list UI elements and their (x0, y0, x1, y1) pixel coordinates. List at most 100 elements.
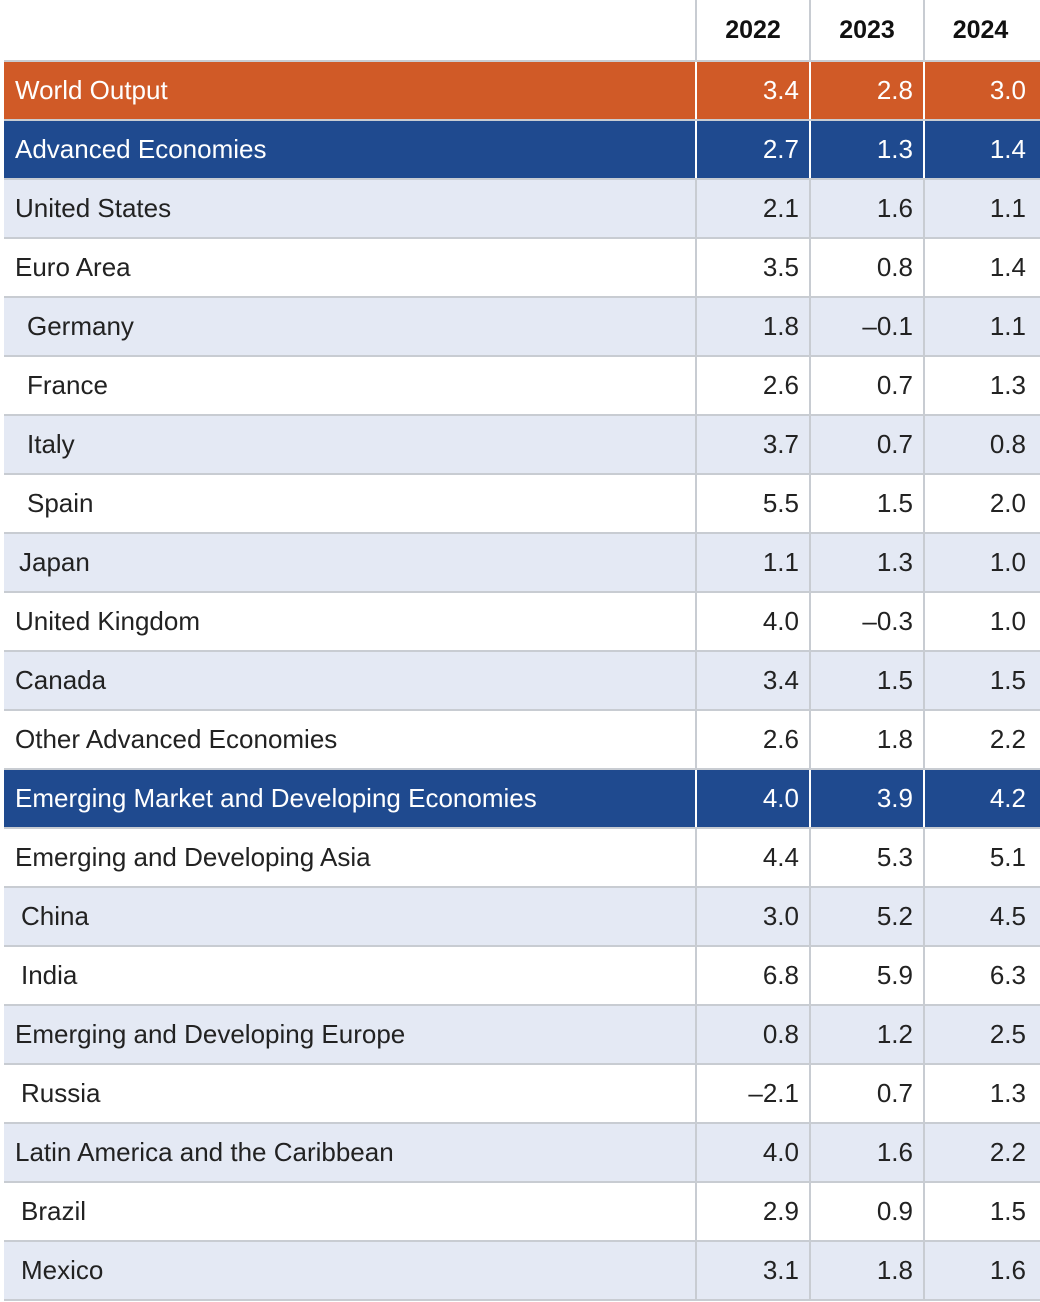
cell-2022: 2.1 (695, 180, 809, 237)
row-label: Emerging and Developing Asia (15, 842, 371, 872)
row-label: Latin America and the Caribbean (15, 1137, 394, 1167)
cell-2024: 1.1 (923, 180, 1036, 237)
table-row-emerging-europe: Emerging and Developing Europe 0.8 1.2 2… (4, 1006, 1040, 1065)
column-header-2023: 2023 (809, 0, 923, 60)
cell-2023: 0.7 (809, 416, 923, 473)
cell-2023: 1.8 (809, 1242, 923, 1299)
cell-2022: 2.6 (695, 711, 809, 768)
cell-2023: 1.3 (809, 534, 923, 591)
row-label: Mexico (21, 1255, 104, 1285)
cell-2023: 1.6 (809, 180, 923, 237)
cell-2022: 4.0 (695, 770, 809, 827)
cell-2023: 0.7 (809, 357, 923, 414)
cell-2024: 0.8 (923, 416, 1036, 473)
cell-2024: 2.0 (923, 475, 1036, 532)
row-label: Spain (27, 488, 94, 518)
cell-2023: 3.9 (809, 770, 923, 827)
cell-2022: 6.8 (695, 947, 809, 1004)
table-row-euro-area: Euro Area 3.5 0.8 1.4 (4, 239, 1040, 298)
cell-2022: 0.8 (695, 1006, 809, 1063)
table-row-china: China 3.0 5.2 4.5 (4, 888, 1040, 947)
table-row-canada: Canada 3.4 1.5 1.5 (4, 652, 1040, 711)
cell-2023: 0.7 (809, 1065, 923, 1122)
table-row-italy: Italy 3.7 0.7 0.8 (4, 416, 1040, 475)
growth-table: 2022 2023 2024 World Output 3.4 2.8 3.0 … (4, 0, 1040, 1301)
cell-2024: 1.0 (923, 593, 1036, 650)
cell-2023: 2.8 (809, 62, 923, 119)
cell-2023: –0.3 (809, 593, 923, 650)
cell-2022: 2.9 (695, 1183, 809, 1240)
row-label: Emerging and Developing Europe (15, 1019, 406, 1049)
table-row-emerging-market-economies: Emerging Market and Developing Economies… (4, 770, 1040, 829)
row-label: India (21, 960, 78, 990)
row-label: Japan (19, 547, 90, 577)
cell-2022: 1.8 (695, 298, 809, 355)
row-label: Advanced Economies (15, 134, 267, 164)
table-row-advanced-economies: Advanced Economies 2.7 1.3 1.4 (4, 121, 1040, 180)
cell-2024: 1.1 (923, 298, 1036, 355)
table-row-united-kingdom: United Kingdom 4.0 –0.3 1.0 (4, 593, 1040, 652)
table-row-emerging-asia: Emerging and Developing Asia 4.4 5.3 5.1 (4, 829, 1040, 888)
cell-2024: 2.2 (923, 1124, 1036, 1181)
cell-2024: 4.2 (923, 770, 1036, 827)
row-label: Canada (15, 665, 107, 695)
row-label: United Kingdom (15, 606, 200, 636)
cell-2022: 4.0 (695, 593, 809, 650)
table-header-row: 2022 2023 2024 (4, 0, 1040, 62)
row-label: Italy (27, 429, 75, 459)
row-label: Russia (21, 1078, 101, 1108)
cell-2024: 2.2 (923, 711, 1036, 768)
cell-2024: 1.0 (923, 534, 1036, 591)
cell-2022: 2.6 (695, 357, 809, 414)
table-row-france: France 2.6 0.7 1.3 (4, 357, 1040, 416)
cell-2024: 5.1 (923, 829, 1036, 886)
row-label: Other Advanced Economies (15, 724, 338, 754)
table-row-brazil: Brazil 2.9 0.9 1.5 (4, 1183, 1040, 1242)
cell-2024: 4.5 (923, 888, 1036, 945)
header-blank-cell (4, 0, 695, 60)
cell-2022: 3.7 (695, 416, 809, 473)
row-label: Euro Area (15, 252, 131, 282)
cell-2024: 1.3 (923, 1065, 1036, 1122)
cell-2024: 1.3 (923, 357, 1036, 414)
cell-2023: 1.2 (809, 1006, 923, 1063)
cell-2022: –2.1 (695, 1065, 809, 1122)
row-label: Brazil (21, 1196, 87, 1226)
cell-2023: 1.3 (809, 121, 923, 178)
cell-2023: 5.3 (809, 829, 923, 886)
cell-2022: 4.0 (695, 1124, 809, 1181)
cell-2022: 3.1 (695, 1242, 809, 1299)
row-label: World Output (15, 75, 168, 105)
cell-2023: –0.1 (809, 298, 923, 355)
table-row-united-states: United States 2.1 1.6 1.1 (4, 180, 1040, 239)
table-row-spain: Spain 5.5 1.5 2.0 (4, 475, 1040, 534)
table-row-india: India 6.8 5.9 6.3 (4, 947, 1040, 1006)
cell-2024: 6.3 (923, 947, 1036, 1004)
cell-2022: 5.5 (695, 475, 809, 532)
row-label: Emerging Market and Developing Economies (15, 783, 537, 813)
column-header-2022: 2022 (695, 0, 809, 60)
cell-2023: 1.8 (809, 711, 923, 768)
cell-2022: 3.5 (695, 239, 809, 296)
cell-2022: 3.4 (695, 652, 809, 709)
cell-2024: 1.5 (923, 1183, 1036, 1240)
table-row-world-output: World Output 3.4 2.8 3.0 (4, 62, 1040, 121)
cell-2024: 1.4 (923, 239, 1036, 296)
table-row-germany: Germany 1.8 –0.1 1.1 (4, 298, 1040, 357)
cell-2023: 0.9 (809, 1183, 923, 1240)
column-header-2024: 2024 (923, 0, 1036, 60)
cell-2022: 4.4 (695, 829, 809, 886)
row-label: United States (15, 193, 172, 223)
cell-2022: 2.7 (695, 121, 809, 178)
table-row-mexico: Mexico 3.1 1.8 1.6 (4, 1242, 1040, 1301)
cell-2022: 1.1 (695, 534, 809, 591)
table-row-latin-america: Latin America and the Caribbean 4.0 1.6 … (4, 1124, 1040, 1183)
cell-2023: 5.2 (809, 888, 923, 945)
row-label: China (21, 901, 89, 931)
cell-2022: 3.4 (695, 62, 809, 119)
cell-2023: 1.5 (809, 652, 923, 709)
cell-2023: 1.6 (809, 1124, 923, 1181)
cell-2024: 2.5 (923, 1006, 1036, 1063)
cell-2024: 1.4 (923, 121, 1036, 178)
cell-2024: 1.5 (923, 652, 1036, 709)
